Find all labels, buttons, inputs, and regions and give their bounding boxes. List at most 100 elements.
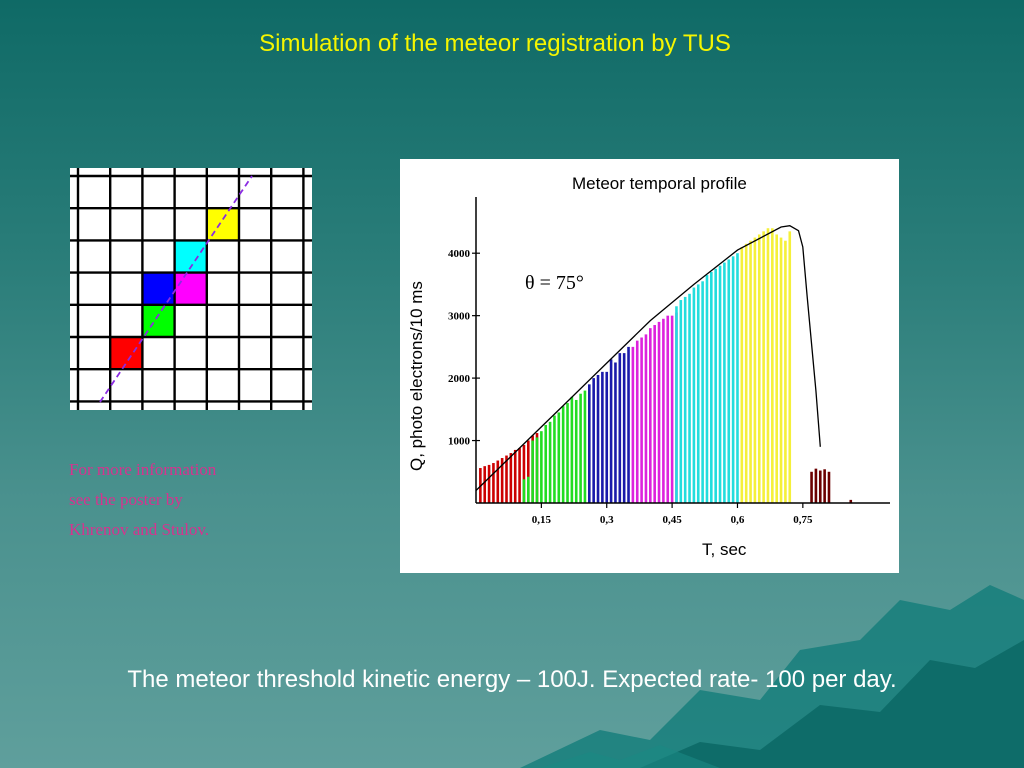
meteor-profile-chart: 1000 2000 3000 4000 0,15 0,3 0,45 0,6 0,75 Meteor…	[407, 174, 890, 559]
profile-bar	[827, 471, 831, 503]
profile-bar	[670, 315, 674, 503]
profile-bar	[788, 231, 792, 504]
x-tick-label: 0,45	[662, 514, 682, 526]
profile-bar	[701, 281, 704, 503]
profile-bar	[718, 265, 722, 503]
meteor-profile-chart-panel: 1000 2000 3000 4000 0,15 0,3 0,45 0,6 0,75 Meteor…	[400, 159, 899, 573]
profile-bar	[540, 431, 543, 503]
x-tick-label: 0,15	[532, 514, 552, 526]
slide-title: Simulation of the meteor registration by…	[259, 30, 731, 57]
profile-bar	[818, 470, 822, 503]
profile-bar	[740, 246, 744, 504]
profile-bar	[518, 448, 521, 503]
profile-bar	[692, 287, 696, 503]
profile-bar	[588, 384, 591, 503]
profile-bar	[574, 399, 578, 503]
x-tick-label: 0,3	[600, 514, 614, 526]
profile-curve	[475, 225, 821, 491]
profile-bar	[744, 243, 748, 503]
profile-bar	[631, 346, 635, 503]
bottom-caption: The meteor threshold kinetic energy – 10…	[127, 666, 897, 693]
profile-bar	[483, 466, 487, 503]
profile-bar	[526, 440, 530, 503]
y-axis-label: Q, photo electrons/10 ms	[407, 281, 426, 471]
profile-bar	[644, 334, 648, 503]
profile-bar	[736, 253, 739, 503]
profile-bar	[666, 315, 670, 503]
y-tick-label: 1000	[448, 436, 471, 448]
profile-bar	[487, 464, 491, 503]
profile-bar	[710, 271, 713, 503]
profile-bar	[492, 463, 495, 503]
profile-bar	[548, 421, 552, 503]
profile-bar	[679, 300, 683, 503]
profile-bar	[553, 415, 556, 503]
profile-bar	[583, 390, 587, 503]
chart-annotation: θ = 75°	[525, 272, 584, 294]
profile-bar	[640, 337, 643, 503]
profile-bar	[618, 353, 622, 503]
lit-pixel-cell	[174, 272, 207, 305]
profile-bar	[766, 228, 770, 503]
profile-bar	[784, 240, 787, 503]
profile-bar	[749, 240, 752, 503]
poster-note: For more information see the poster by K…	[69, 455, 299, 545]
profile-bar	[810, 471, 813, 503]
profile-bar	[509, 453, 513, 503]
profile-bar	[775, 234, 778, 503]
poster-note-line: Khrenov and Stulov.	[69, 520, 210, 539]
profile-bar	[570, 396, 574, 503]
profile-bar	[649, 328, 652, 503]
x-tick-label: 0,75	[793, 514, 813, 526]
profile-bar	[757, 234, 761, 503]
profile-bar	[596, 374, 600, 503]
profile-bar	[526, 476, 530, 503]
profile-bar	[601, 371, 604, 503]
y-tick-label: 3000	[448, 311, 471, 323]
profile-bar	[605, 371, 609, 503]
profile-bar	[696, 284, 700, 503]
profile-bar	[635, 340, 639, 503]
profile-bar	[496, 460, 500, 503]
y-tick-label: 2000	[448, 373, 471, 385]
lit-pixel-cell	[142, 272, 175, 305]
profile-bar	[609, 359, 613, 503]
profile-bar	[705, 275, 709, 503]
profile-bar	[579, 393, 582, 503]
profile-bar	[614, 362, 617, 503]
poster-note-line: see the poster by	[69, 490, 183, 509]
profile-bar	[513, 449, 517, 503]
profile-bar	[627, 346, 630, 503]
lit-pixel-cell	[110, 337, 143, 370]
x-tick-label: 0,6	[731, 514, 745, 526]
profile-bar	[544, 424, 548, 503]
profile-bar	[688, 293, 691, 503]
profile-bar	[505, 455, 508, 503]
profile-bar	[500, 458, 504, 503]
profile-bar	[531, 440, 534, 503]
profile-bar	[566, 403, 569, 503]
profile-bar	[849, 499, 853, 503]
profile-bar	[814, 468, 818, 503]
chart-title: Meteor temporal profile	[572, 174, 747, 193]
profile-bar	[662, 318, 665, 503]
y-tick-label: 4000	[448, 248, 471, 260]
profile-bar	[727, 259, 731, 503]
profile-bar	[592, 378, 595, 503]
profile-bar	[522, 479, 526, 503]
profile-bar	[731, 256, 735, 503]
profile-bar	[753, 237, 757, 503]
profile-bar	[535, 437, 539, 503]
profile-bar	[522, 444, 526, 503]
profile-bar	[657, 321, 661, 503]
profile-bar	[561, 406, 565, 503]
x-axis-label: T, sec	[702, 540, 747, 559]
profile-bar	[714, 268, 717, 503]
profile-bar	[823, 469, 826, 503]
profile-bar	[557, 412, 561, 503]
detector-pixel-grid	[70, 168, 312, 410]
pixel-grid-panel	[70, 168, 312, 410]
poster-note-line: For more information	[69, 460, 217, 479]
profile-bar	[779, 237, 783, 503]
